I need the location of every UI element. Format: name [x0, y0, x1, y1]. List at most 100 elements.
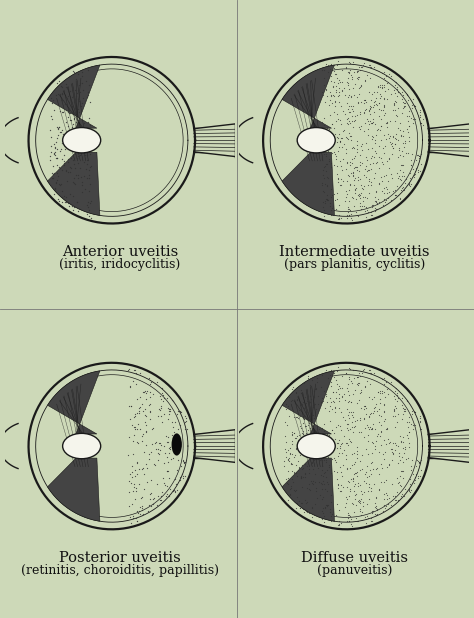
Point — [349, 106, 357, 116]
Point — [298, 399, 305, 409]
Point — [357, 427, 365, 437]
Point — [281, 457, 288, 467]
Point — [371, 108, 378, 117]
Point — [352, 185, 359, 195]
Point — [343, 157, 351, 167]
Point — [82, 164, 90, 174]
Point — [366, 73, 374, 83]
Point — [136, 368, 144, 378]
Point — [67, 153, 74, 163]
Point — [346, 157, 353, 167]
Point — [297, 498, 304, 508]
Point — [298, 464, 305, 474]
Point — [416, 472, 424, 481]
Point — [303, 407, 310, 417]
Point — [326, 122, 333, 132]
Point — [291, 468, 298, 478]
Point — [361, 512, 368, 522]
Point — [375, 152, 383, 162]
Point — [346, 185, 353, 195]
Point — [87, 198, 94, 208]
Point — [330, 66, 338, 76]
Point — [309, 476, 317, 486]
Point — [377, 106, 384, 116]
Point — [373, 492, 380, 502]
Point — [394, 441, 402, 451]
Point — [414, 167, 421, 177]
Point — [337, 519, 345, 528]
Point — [164, 431, 172, 441]
Point — [320, 511, 328, 521]
Point — [135, 408, 143, 418]
Point — [396, 480, 403, 489]
Point — [364, 130, 371, 140]
Point — [368, 210, 375, 219]
Point — [286, 449, 293, 459]
Point — [406, 417, 413, 426]
Point — [348, 72, 356, 82]
Point — [347, 397, 355, 407]
Point — [347, 514, 355, 524]
Point — [399, 126, 407, 136]
Point — [366, 109, 374, 119]
Point — [327, 198, 334, 208]
Point — [378, 477, 385, 487]
Point — [322, 196, 329, 206]
Point — [131, 482, 138, 492]
Point — [295, 430, 303, 439]
Point — [390, 438, 397, 448]
Point — [296, 421, 304, 431]
Point — [358, 368, 365, 378]
Point — [330, 91, 338, 101]
Point — [335, 396, 343, 406]
Point — [399, 465, 407, 475]
Point — [389, 138, 396, 148]
Point — [336, 462, 344, 472]
Point — [73, 197, 81, 206]
Point — [79, 67, 86, 77]
Point — [346, 159, 354, 169]
Point — [302, 428, 310, 438]
Point — [361, 192, 368, 202]
Point — [344, 397, 351, 407]
Point — [404, 454, 411, 464]
Point — [349, 57, 356, 67]
Point — [297, 503, 304, 513]
Point — [390, 143, 397, 153]
Point — [58, 106, 66, 116]
Point — [144, 463, 151, 473]
Point — [377, 420, 384, 430]
Point — [358, 62, 365, 72]
Point — [162, 431, 169, 441]
Point — [170, 422, 177, 432]
Point — [401, 136, 409, 146]
Point — [298, 473, 305, 483]
Point — [47, 141, 55, 151]
Point — [331, 403, 339, 413]
Point — [347, 407, 355, 417]
Point — [370, 62, 378, 72]
Point — [301, 459, 309, 468]
Point — [405, 412, 412, 421]
Point — [396, 166, 404, 176]
Point — [326, 110, 334, 120]
Point — [301, 469, 309, 479]
Point — [351, 449, 358, 459]
Point — [334, 384, 342, 394]
Point — [377, 441, 385, 451]
Point — [415, 457, 423, 467]
Point — [134, 437, 141, 447]
Point — [299, 504, 307, 514]
Point — [346, 486, 354, 496]
Point — [288, 428, 295, 438]
Point — [365, 174, 372, 184]
Point — [335, 389, 343, 399]
Point — [391, 422, 399, 432]
Point — [350, 67, 357, 77]
Point — [384, 176, 392, 186]
Polygon shape — [47, 152, 100, 216]
Point — [64, 154, 72, 164]
Point — [364, 205, 371, 215]
Point — [371, 119, 379, 129]
Point — [350, 459, 358, 468]
